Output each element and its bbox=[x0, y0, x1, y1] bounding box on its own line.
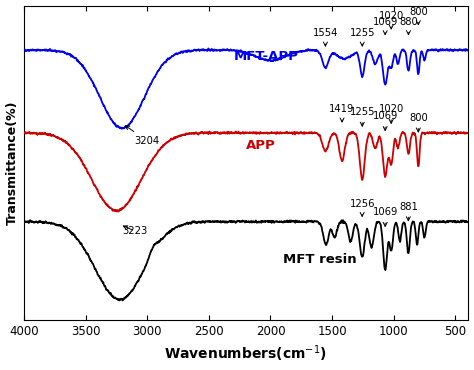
Text: 1255: 1255 bbox=[349, 107, 375, 126]
Text: 881: 881 bbox=[399, 202, 418, 221]
Text: 800: 800 bbox=[409, 7, 428, 24]
X-axis label: Wavenumbers(cm$^{-1}$): Wavenumbers(cm$^{-1}$) bbox=[164, 344, 327, 364]
Text: 3204: 3204 bbox=[125, 126, 160, 146]
Text: 1069: 1069 bbox=[373, 17, 398, 35]
Text: 1020: 1020 bbox=[379, 104, 404, 123]
Text: 3223: 3223 bbox=[122, 226, 147, 236]
Y-axis label: Transmittance(%): Transmittance(%) bbox=[6, 101, 18, 225]
Text: 1255: 1255 bbox=[349, 28, 375, 46]
Text: 880: 880 bbox=[399, 17, 418, 35]
Text: APP: APP bbox=[246, 139, 275, 152]
Text: 1554: 1554 bbox=[313, 28, 338, 46]
Text: 1419: 1419 bbox=[329, 104, 355, 122]
Text: 800: 800 bbox=[409, 113, 428, 132]
Text: 1256: 1256 bbox=[349, 199, 375, 216]
Text: 1069: 1069 bbox=[373, 207, 398, 226]
Text: MFT resin: MFT resin bbox=[283, 253, 356, 266]
Text: 1069: 1069 bbox=[373, 111, 398, 131]
Text: MFT-APP: MFT-APP bbox=[234, 50, 299, 63]
Text: 1020: 1020 bbox=[379, 11, 404, 29]
